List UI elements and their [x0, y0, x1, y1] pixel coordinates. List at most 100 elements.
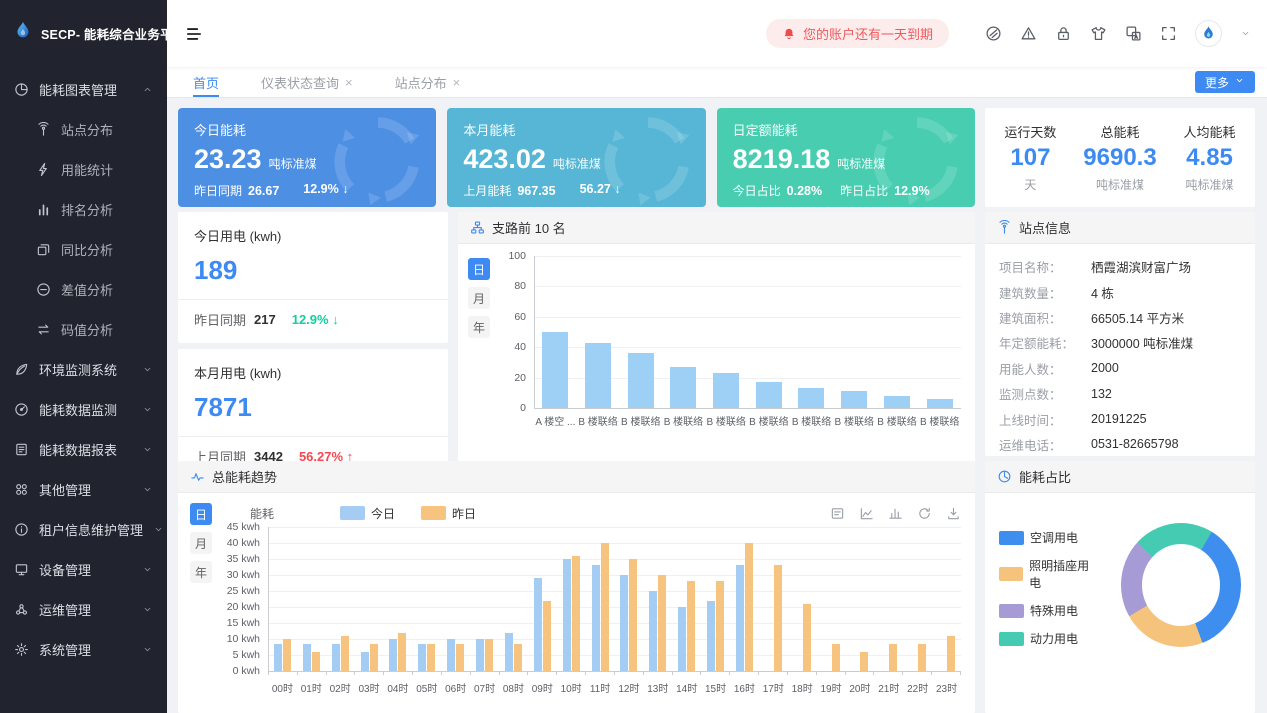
kpi-card: 本月能耗 423.02 吨标准煤 上月能耗 967.35 56.27 ↓: [447, 108, 706, 207]
pie-chart-icon: [14, 82, 29, 97]
tab-3[interactable]: 站点分布 ×: [395, 67, 461, 97]
sidebar-item[interactable]: 设备管理: [0, 549, 167, 589]
avatar[interactable]: [1195, 20, 1222, 47]
sidebar-subitem[interactable]: 码值分析: [0, 309, 167, 349]
close-icon[interactable]: ×: [452, 74, 461, 90]
kpi-unit: 吨标准煤: [268, 157, 317, 171]
sidebar-subitem-label: 站点分布: [61, 122, 114, 138]
tab-bar: 首页 仪表状态查询 × 站点分布 × 更多: [167, 67, 1267, 98]
sidebar-subitem[interactable]: 用能统计: [0, 149, 167, 189]
sidebar-item-label: 能耗数据监测: [39, 402, 118, 418]
summary-stats-card: 运行天数 107 天总能耗 9690.3 吨标准煤 人均能耗 4.85 吨标准煤: [985, 108, 1255, 207]
bar-group: [533, 527, 551, 671]
warning-icon[interactable]: [1020, 25, 1037, 42]
energy-share-donut[interactable]: [1120, 523, 1241, 647]
bar-chart-icon[interactable]: [888, 506, 903, 521]
gauge-icon: [14, 402, 29, 417]
chart-toolbar: [830, 506, 961, 521]
antenna-icon: [36, 121, 51, 137]
legend-item[interactable]: 动力用电: [999, 630, 1099, 647]
skin-icon[interactable]: [1090, 25, 1107, 42]
bar-group: [793, 527, 811, 671]
download-icon[interactable]: [946, 506, 961, 521]
account-expiry-alert[interactable]: 您的账户还有一天到期: [765, 19, 949, 48]
sidebar-subitem[interactable]: 差值分析: [0, 269, 167, 309]
grid-icon: [14, 482, 29, 497]
ops-icon: [14, 602, 29, 617]
more-label: 更多: [1204, 75, 1229, 90]
toggle-年[interactable]: 年: [468, 316, 490, 338]
bar-group: [620, 527, 638, 671]
swap-icon: [36, 322, 51, 337]
toggle-月[interactable]: 月: [468, 287, 490, 309]
sidebar-item[interactable]: 能耗图表管理: [0, 69, 167, 109]
chevron-down-icon: [142, 564, 153, 575]
main-content: 今日能耗 23.23 吨标准煤 昨日同期 26.67 12.9% ↓ 本月能耗 423.02 吨…: [167, 98, 1267, 713]
toggle-月[interactable]: 月: [190, 532, 212, 554]
sidebar-item[interactable]: 运维管理: [0, 589, 167, 629]
legend-item[interactable]: 照明插座用电: [999, 557, 1099, 591]
sidebar-item-label: 其他管理: [39, 482, 92, 498]
leaf-icon: [14, 362, 29, 377]
site-info-row: 年定额能耗： 3000000 吨标准煤: [999, 337, 1194, 352]
compare-value: 217: [254, 312, 276, 327]
toggle-年[interactable]: 年: [190, 561, 212, 583]
bar-group: [649, 527, 667, 671]
info-icon: [14, 522, 29, 537]
tab-label: 站点分布: [394, 75, 447, 91]
bar-group: [670, 256, 697, 408]
legend-item[interactable]: 特殊用电: [999, 602, 1099, 619]
site-info-row: 项目名称： 栖霞湖滨财富广场: [999, 261, 1192, 276]
lock-icon[interactable]: [1055, 25, 1072, 42]
bar-group: [764, 527, 782, 671]
kpi-title: 日定额能耗: [732, 123, 798, 138]
site-info-panel: 站点信息 项目名称： 栖霞湖滨财富广场 建筑数量： 4 栋建筑面积： 66505.14 …: [985, 212, 1255, 456]
compare-icon: [36, 242, 51, 257]
branch-top10-panel: 支路前 10 名 日月年 100 80 60 40 20 0 A 楼空 ... B 楼联络 B …: [458, 212, 975, 480]
y-axis-name: 能耗: [250, 506, 275, 521]
kpi-card: 日定额能耗 8219.18 吨标准煤 今日占比 0.28% 昨日占比 12.9%: [716, 108, 975, 207]
sidebar-item[interactable]: 其他管理: [0, 469, 167, 509]
chevron-down-icon[interactable]: [1240, 28, 1251, 39]
sidebar-subitem[interactable]: 站点分布: [0, 109, 167, 149]
sidebar-item[interactable]: 能耗数据监测: [0, 389, 167, 429]
sidebar-subitem-label: 差值分析: [61, 282, 114, 298]
data-view-icon[interactable]: [830, 506, 845, 521]
sidebar-subitem-label: 码值分析: [61, 322, 114, 338]
toggle-日[interactable]: 日: [190, 503, 212, 525]
today-power-title: 今日用电 (kwh): [194, 229, 282, 244]
bar-group: [822, 527, 840, 671]
close-icon[interactable]: ×: [345, 74, 353, 90]
kpi-card: 今日能耗 23.23 吨标准煤 昨日同期 26.67 12.9% ↓: [178, 108, 437, 207]
fullscreen-icon[interactable]: [1160, 25, 1177, 42]
line-chart-icon[interactable]: [859, 506, 874, 521]
refresh-icon[interactable]: [917, 506, 932, 521]
kpi-sub: 56.27 ↓: [579, 182, 621, 196]
legend-item[interactable]: 昨日: [421, 505, 476, 522]
tab-2[interactable]: 仪表状态查询 ×: [261, 67, 353, 97]
tab-label: 首页: [193, 75, 220, 91]
sidebar-subitem-label: 排名分析: [61, 202, 114, 218]
sidebar-item[interactable]: 能耗数据报表: [0, 429, 167, 469]
branch-bar-chart: 100 80 60 40 20 0 A 楼空 ... B 楼联络 B 楼联络 B 楼联络 B 楼联络…: [508, 250, 961, 428]
theme-icon[interactable]: [985, 25, 1002, 42]
sidebar-subitem[interactable]: 排名分析: [0, 189, 167, 229]
toggle-日[interactable]: 日: [468, 258, 490, 280]
bar-group: [883, 256, 910, 408]
energy-trend-panel: 总能耗趋势 日月年 能耗 今日 昨日 45 kwh 40 kwh 35 kwh 30 k…: [178, 461, 975, 713]
energy-share-panel: 能耗占比 空调用电 照明插座用电 特殊用电 动力用电: [985, 461, 1255, 713]
tab-1[interactable]: 首页: [193, 67, 220, 97]
pie-clock-icon: [997, 469, 1012, 484]
sidebar-item[interactable]: 环境监测系统: [0, 349, 167, 389]
legend-item[interactable]: 今日: [340, 505, 395, 522]
collapse-menu-icon[interactable]: [185, 25, 203, 43]
sidebar-item[interactable]: 系统管理: [0, 629, 167, 669]
sidebar-subitem[interactable]: 同比分析: [0, 229, 167, 269]
kpi-sub: 今日占比 0.28%: [732, 184, 823, 198]
trend-panel-title: 总能耗趋势: [212, 470, 278, 485]
legend-item[interactable]: 空调用电: [999, 529, 1099, 546]
translate-icon[interactable]: [1125, 25, 1142, 42]
more-tabs-button[interactable]: 更多: [1194, 71, 1255, 93]
sidebar-item[interactable]: 租户信息维护管理: [0, 509, 167, 549]
bar-group: [585, 256, 612, 408]
